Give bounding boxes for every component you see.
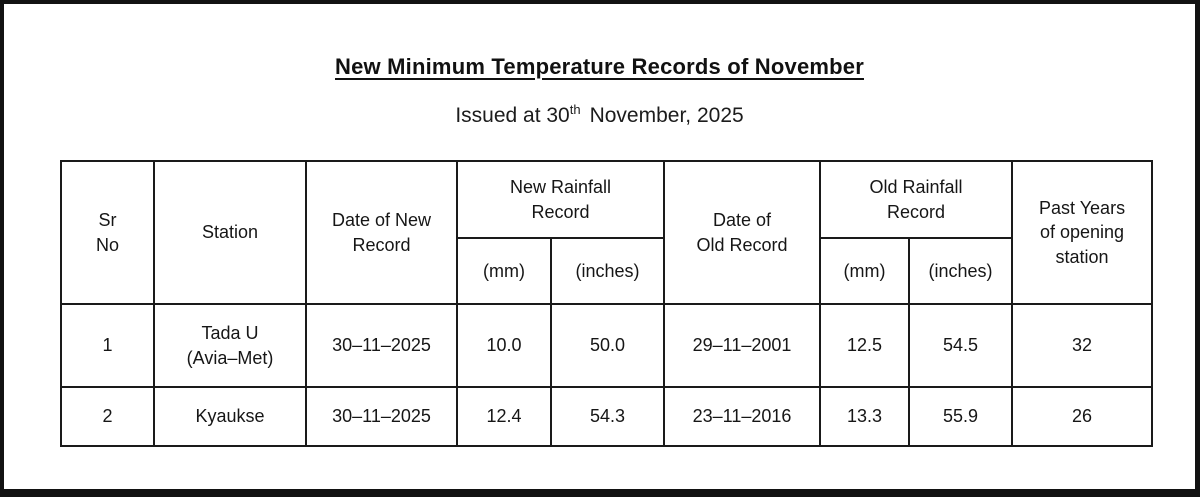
header-row-top: Sr No Station Date of New Record New Rai…	[60, 160, 1154, 305]
cell-new-mm: 12.4	[456, 386, 552, 447]
header-new-rainfall-record: New Rainfall Record	[455, 160, 666, 239]
cell-new-inches: 54.3	[549, 386, 666, 447]
cell-new-mm: 10.0	[456, 303, 552, 388]
header-row-units: (mm) (inches) (mm) (inches)	[61, 237, 1152, 305]
header-station: Station	[153, 160, 307, 305]
cell-new-inches: 50.0	[549, 303, 666, 388]
header-new-mm: (mm)	[456, 237, 552, 305]
cell-past-years: 26	[1011, 386, 1154, 447]
cell-date-of-new-record: 30–11–2025	[305, 303, 458, 388]
cell-sr-no: 1	[60, 303, 155, 388]
header-sr-no: Sr No	[60, 160, 155, 305]
header-old-mm: (mm)	[819, 237, 911, 305]
cell-old-inches: 54.5	[908, 303, 1014, 388]
cell-old-inches: 55.9	[908, 386, 1014, 447]
cell-date-of-old-record: 23–11–2016	[663, 386, 822, 447]
header-past-years: Past Years of opening station	[1011, 160, 1154, 305]
subtitle-date: November, 2025	[589, 104, 744, 127]
header-date-of-new-record: Date of New Record	[305, 160, 458, 305]
cell-past-years: 32	[1011, 303, 1154, 388]
subtitle-ordinal-suffix: th	[569, 102, 581, 117]
cell-old-mm: 12.5	[819, 303, 911, 388]
cell-station: Tada U (Avia–Met)	[153, 303, 307, 388]
header-new-inches: (inches)	[549, 237, 666, 305]
cell-date-of-old-record: 29–11–2001	[663, 303, 822, 388]
table-row: 2 Kyaukse 30–11–2025 12.4 54.3 23–11–201…	[60, 386, 1154, 447]
header-old-rainfall-record: Old Rainfall Record	[819, 160, 1014, 239]
rainfall-records-table: Sr No Station Date of New Record New Rai…	[60, 160, 1154, 447]
page-title: New Minimum Temperature Records of Novem…	[335, 54, 864, 79]
cell-old-mm: 13.3	[819, 386, 911, 447]
table-row: 1 Tada U (Avia–Met) 30–11–2025 10.0 50.0…	[60, 303, 1154, 388]
subtitle-prefix: Issued at 30	[455, 104, 570, 127]
page-subtitle: Issued at 30th November, 2025	[4, 102, 1195, 128]
header-old-inches: (inches)	[908, 237, 1014, 305]
header-date-of-old-record: Date of Old Record	[663, 160, 822, 305]
cell-station: Kyaukse	[153, 386, 307, 447]
cell-date-of-new-record: 30–11–2025	[305, 386, 458, 447]
cell-sr-no: 2	[60, 386, 155, 447]
